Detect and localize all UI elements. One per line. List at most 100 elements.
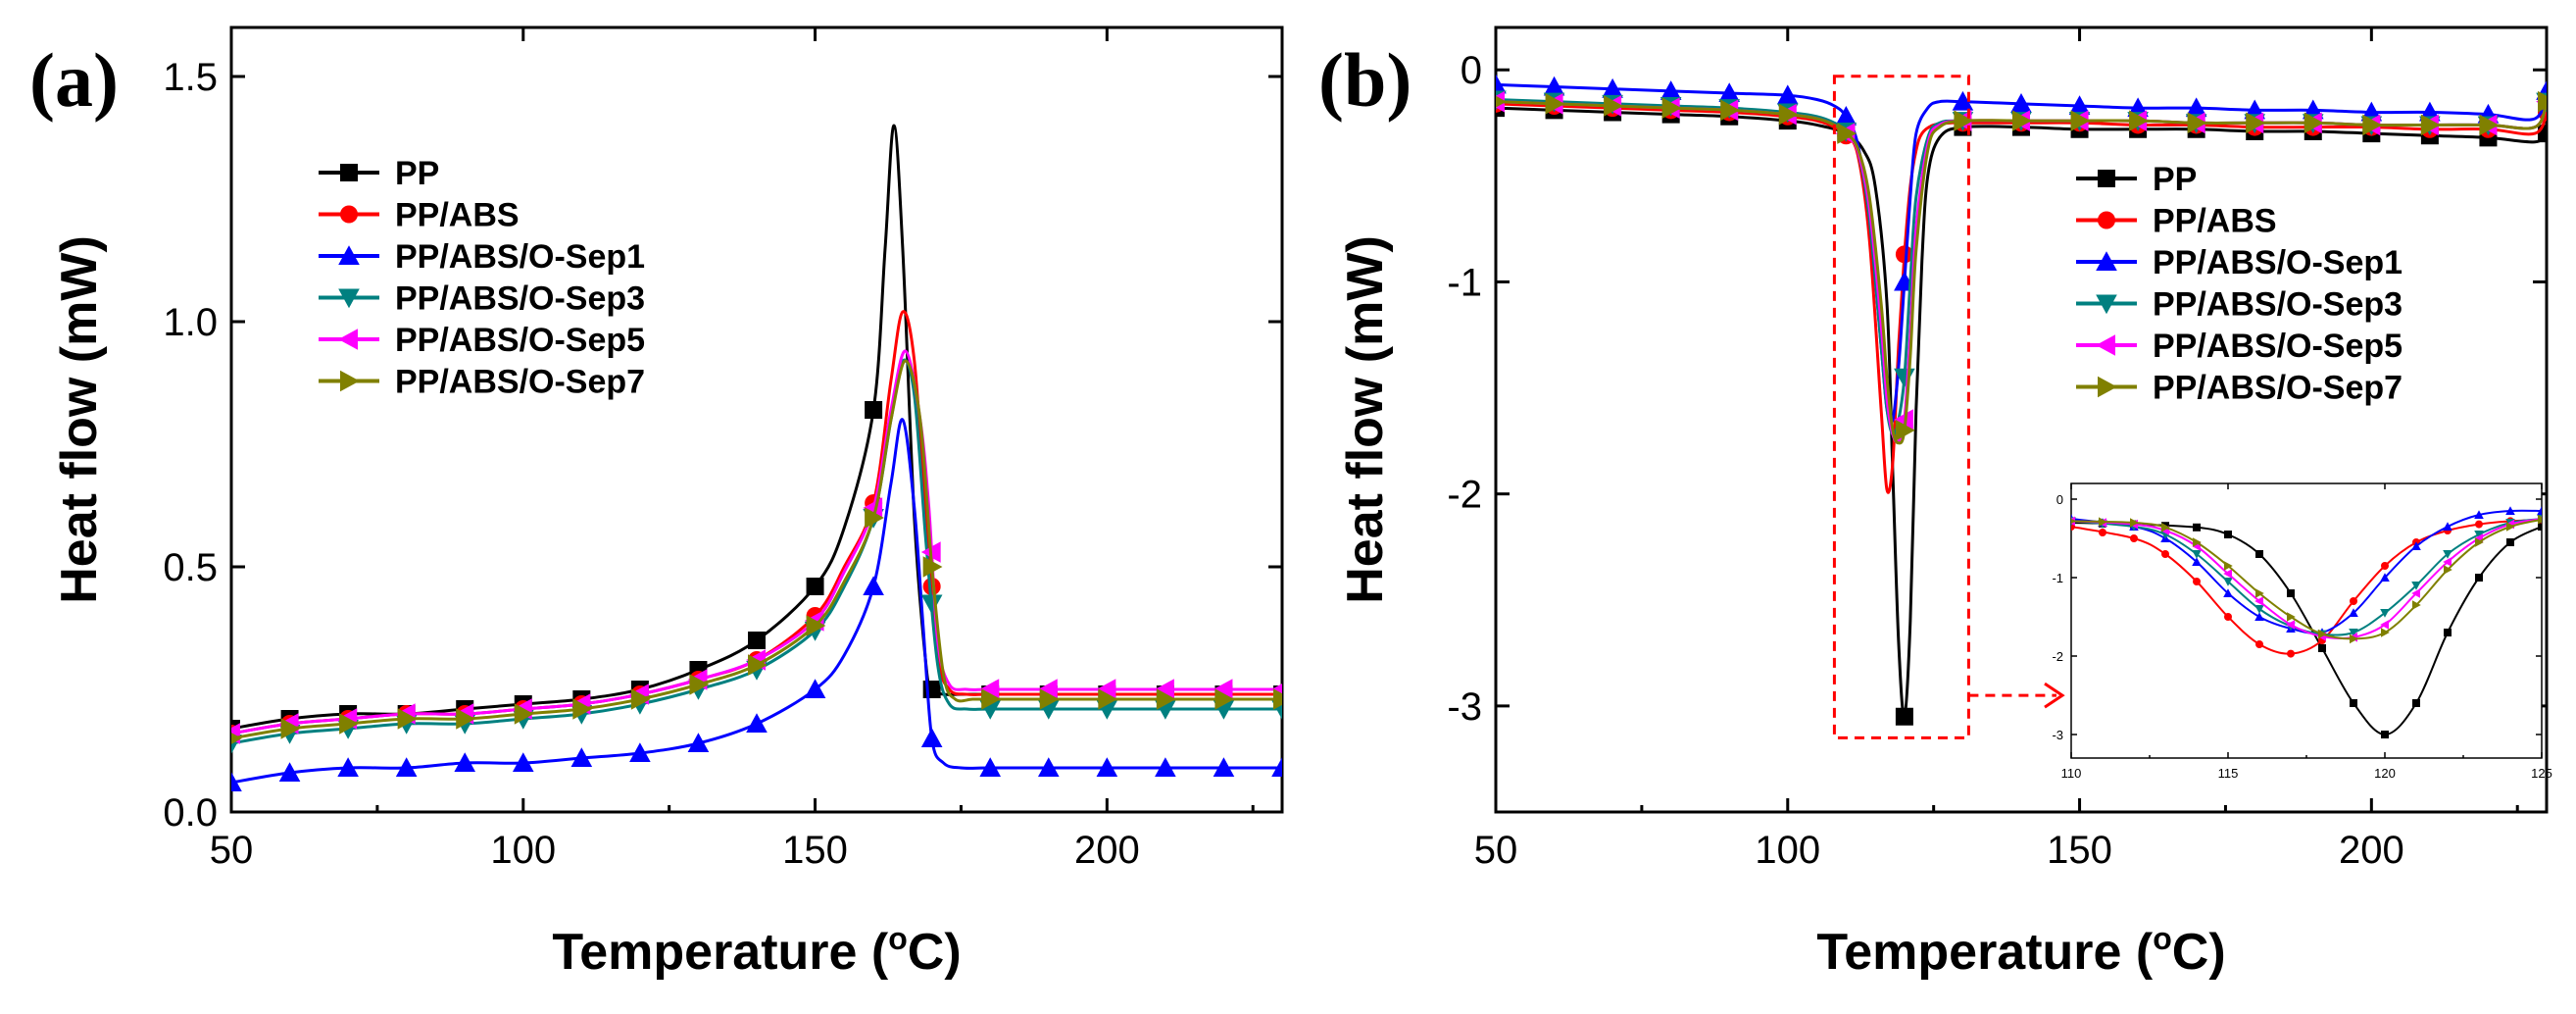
chart-b-inset-ytick-label: -3 <box>2052 728 2063 742</box>
chart-b-inset-point-4 <box>2443 557 2452 567</box>
chart-a-line-3 <box>231 358 1282 745</box>
chart-b-inset-point-5 <box>2381 628 2390 637</box>
chart-b-ytick-label: -3 <box>1447 685 1482 729</box>
chart-a: 50 100 150 200 0.0 0.5 1.0 1.5 PP PP/ABS PP/ABS/O-… <box>163 25 1284 872</box>
chart-a-point-5 <box>339 713 359 735</box>
chart-a-point-4 <box>1213 679 1233 700</box>
chart-a-point-0 <box>748 632 766 649</box>
chart-a-legend-label: PP/ABS/O-Sep3 <box>395 280 645 318</box>
chart-a-point-5 <box>514 703 534 725</box>
chart-b-inset-xtick-label: 110 <box>2061 766 2082 781</box>
chart-a-point-5 <box>865 507 884 529</box>
chart-b-point-2 <box>1776 84 1799 105</box>
chart-a-point-2 <box>1271 757 1282 777</box>
chart-b-ytick-label: 0 <box>1461 49 1482 92</box>
chart-b-inset-point-1 <box>2350 597 2357 605</box>
chart-b-point-2 <box>1952 90 1974 111</box>
chart-a-point-2 <box>629 742 651 762</box>
chart-a-point-4 <box>1037 679 1058 700</box>
chart-a-ytick-label: 0.5 <box>163 546 218 589</box>
chart-b-ylabel: Heat flow (mW) <box>1337 235 1394 604</box>
chart-b-inset-point-0 <box>2381 731 2389 738</box>
chart-a-legend-marker <box>340 205 358 224</box>
chart-b-inset-point-4 <box>2286 620 2295 630</box>
chart-a-xlabel-text: Temperature ( <box>552 924 889 981</box>
chart-a-legend-entry: PP/ABS/O-Sep5 <box>319 322 645 359</box>
chart-b-point-5 <box>1496 95 1507 108</box>
chart-b-inset-point-3 <box>2443 550 2452 559</box>
panel-label-b: (b) <box>1318 37 1412 123</box>
chart-a-ylabel: Heat flow (mW) <box>51 235 108 604</box>
chart-b-inset-point-5 <box>2444 565 2452 575</box>
chart-a-legend-marker <box>338 245 360 265</box>
chart-b-line-1 <box>1496 102 2547 494</box>
chart-b-point-2 <box>2068 95 2091 115</box>
chart-a-frame <box>229 25 1284 814</box>
chart-a-point-2 <box>570 747 593 767</box>
chart-a-point-2 <box>1096 757 1118 777</box>
chart-b-point-5 <box>2538 90 2547 113</box>
chart-b-inset-point-2 <box>2505 506 2515 515</box>
chart-a-point-4 <box>979 679 1000 700</box>
chart-b-xtick-label: 50 <box>1474 829 1518 872</box>
chart-b-inset-point-0 <box>2538 523 2542 531</box>
chart-b-point-5 <box>1720 99 1741 122</box>
chart-a-point-2 <box>278 762 301 782</box>
chart-a-point-5 <box>748 654 768 676</box>
chart-b-point-1 <box>1895 245 1913 264</box>
chart-b-inset-point-5 <box>2412 600 2421 610</box>
chart-b-point-5 <box>2070 110 2091 131</box>
chart-a-point-2 <box>337 757 359 777</box>
chart-b-inset-point-3 <box>2380 609 2390 618</box>
chart-b-inset-point-5 <box>2318 629 2327 639</box>
chart-b-xlabel-degree: o <box>2153 921 2172 956</box>
chart-b-point-5 <box>2012 110 2032 131</box>
chart-b-point-2 <box>2010 93 2032 113</box>
chart-b-inset-point-5 <box>2475 537 2484 547</box>
chart-b-point-2 <box>1602 77 1623 98</box>
chart-a-point-2 <box>512 752 534 772</box>
chart-b-point-2 <box>1496 74 1507 94</box>
chart-b-point-2 <box>1835 106 1858 126</box>
chart-b-inset-xtick-label: 120 <box>2374 766 2396 781</box>
chart-a-point-2 <box>1037 757 1060 777</box>
chart-b-inset-ytick-label: -2 <box>2052 649 2063 664</box>
chart-b-legend-label: PP/ABS/O-Sep7 <box>2153 370 2403 407</box>
chart-b-point-5 <box>1837 123 1858 144</box>
chart-a-legend-marker <box>338 288 360 309</box>
chart-b-inset-point-2 <box>2223 588 2233 597</box>
chart-b-inset-point-0 <box>2224 531 2232 538</box>
chart-a-point-2 <box>863 576 884 595</box>
chart-a-legend-marker <box>340 164 358 181</box>
chart-a-legend-marker <box>338 329 358 350</box>
chart-a-point-2 <box>395 757 418 777</box>
chart-a-legend-label: PP/ABS <box>395 197 520 234</box>
chart-b-inset-point-5 <box>2287 612 2296 622</box>
chart-a-point-1 <box>922 578 941 595</box>
chart-b-inset-point-5 <box>2193 537 2202 547</box>
chart-b-legend-label: PP/ABS/O-Sep3 <box>2153 286 2403 324</box>
chart-b-point-0 <box>1895 707 1913 726</box>
chart-a-point-5 <box>397 708 418 730</box>
chart-b-inset-ytick-label: -1 <box>2052 571 2063 585</box>
chart-a-legend-entry: PP/ABS <box>319 197 520 234</box>
chart-b-xtick-label: 150 <box>2047 829 2112 872</box>
chart-a-xlabel-unit: C) <box>908 924 962 981</box>
chart-a-series-4 <box>231 349 1282 744</box>
chart-b-inset: 110 115 120 125 0 -1 -2 -3 <box>2052 482 2552 781</box>
chart-b-inset-point-3 <box>2223 578 2233 586</box>
chart-b-inset-point-1 <box>2161 550 2169 558</box>
chart-a-point-2 <box>231 772 242 791</box>
chart-b-legend-label: PP/ABS <box>2153 203 2277 240</box>
chart-b-inset-point-0 <box>2412 699 2420 707</box>
chart-b-legend-label: PP <box>2153 161 2197 198</box>
chart-b-inset-point-2 <box>2349 608 2358 617</box>
chart-b-point-5 <box>2362 114 2383 136</box>
chart-a-point-5 <box>231 733 242 744</box>
chart-b-inset-point-1 <box>2381 562 2389 570</box>
chart-a-point-2 <box>454 752 476 772</box>
chart-a-xtick-label: 150 <box>782 829 848 872</box>
chart-b-legend-entry: PP/ABS/O-Sep7 <box>2076 370 2403 407</box>
chart-a-point-5 <box>981 688 1002 710</box>
